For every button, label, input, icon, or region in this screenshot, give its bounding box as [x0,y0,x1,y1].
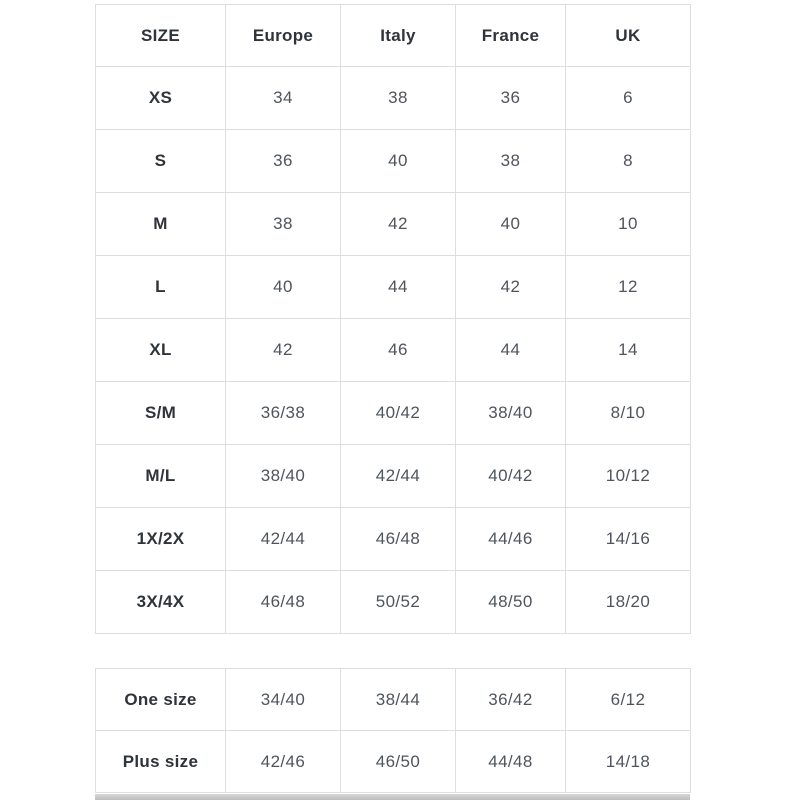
italy-value-cell: 40 [340,129,456,193]
europe-value-cell: 42 [225,318,341,382]
uk-value-cell: 8/10 [565,381,691,445]
header-row: SIZE Europe Italy France UK [95,4,691,67]
size-conversion-table: SIZE Europe Italy France UK XS 34 38 36 … [95,4,691,634]
table-row: XL 42 46 44 14 [95,318,691,382]
europe-value-cell: 38/40 [225,444,341,508]
size-label-cell: One size [95,668,226,731]
italy-value-cell: 44 [340,255,456,319]
france-value-cell: 38 [455,129,566,193]
table-row: S 36 40 38 8 [95,129,691,193]
france-value-cell: 38/40 [455,381,566,445]
table-row: 3X/4X 46/48 50/52 48/50 18/20 [95,570,691,634]
uk-value-cell: 6 [565,66,691,130]
europe-value-cell: 42/44 [225,507,341,571]
header-cell-france: France [455,4,566,67]
uk-value-cell: 8 [565,129,691,193]
table-row: XS 34 38 36 6 [95,66,691,130]
uk-value-cell: 10/12 [565,444,691,508]
uk-value-cell: 14/18 [565,730,691,793]
france-value-cell: 44/46 [455,507,566,571]
size-label-cell: XL [95,318,226,382]
europe-value-cell: 36/38 [225,381,341,445]
table-row: L 40 44 42 12 [95,255,691,319]
header-cell-italy: Italy [340,4,456,67]
cutoff-element-strip [95,794,690,800]
italy-value-cell: 50/52 [340,570,456,634]
italy-value-cell: 46/50 [340,730,456,793]
header-cell-uk: UK [565,4,691,67]
uk-value-cell: 6/12 [565,668,691,731]
size-label-cell: XS [95,66,226,130]
size-label-cell: S/M [95,381,226,445]
table-row: Plus size 42/46 46/50 44/48 14/18 [95,730,691,793]
size-label-cell: M [95,192,226,256]
size-label-cell: M/L [95,444,226,508]
italy-value-cell: 40/42 [340,381,456,445]
uk-value-cell: 18/20 [565,570,691,634]
italy-value-cell: 38 [340,66,456,130]
france-value-cell: 36/42 [455,668,566,731]
header-cell-europe: Europe [225,4,341,67]
size-label-cell: 1X/2X [95,507,226,571]
europe-value-cell: 34/40 [225,668,341,731]
italy-value-cell: 42 [340,192,456,256]
europe-value-cell: 46/48 [225,570,341,634]
europe-value-cell: 42/46 [225,730,341,793]
table-row: M 38 42 40 10 [95,192,691,256]
size-label-cell: Plus size [95,730,226,793]
table-row: One size 34/40 38/44 36/42 6/12 [95,668,691,731]
uk-value-cell: 12 [565,255,691,319]
uk-value-cell: 10 [565,192,691,256]
uk-value-cell: 14 [565,318,691,382]
size-label-cell: L [95,255,226,319]
france-value-cell: 36 [455,66,566,130]
italy-value-cell: 38/44 [340,668,456,731]
france-value-cell: 40/42 [455,444,566,508]
uk-value-cell: 14/16 [565,507,691,571]
italy-value-cell: 42/44 [340,444,456,508]
table-row: M/L 38/40 42/44 40/42 10/12 [95,444,691,508]
table-row: S/M 36/38 40/42 38/40 8/10 [95,381,691,445]
france-value-cell: 40 [455,192,566,256]
europe-value-cell: 34 [225,66,341,130]
italy-value-cell: 46/48 [340,507,456,571]
italy-value-cell: 46 [340,318,456,382]
size-label-cell: S [95,129,226,193]
europe-value-cell: 40 [225,255,341,319]
size-label-cell: 3X/4X [95,570,226,634]
france-value-cell: 48/50 [455,570,566,634]
table-row: 1X/2X 42/44 46/48 44/46 14/16 [95,507,691,571]
europe-value-cell: 36 [225,129,341,193]
france-value-cell: 44 [455,318,566,382]
special-sizes-table: One size 34/40 38/44 36/42 6/12 Plus siz… [95,668,691,793]
europe-value-cell: 38 [225,192,341,256]
france-value-cell: 44/48 [455,730,566,793]
header-cell-size: SIZE [95,4,226,67]
france-value-cell: 42 [455,255,566,319]
